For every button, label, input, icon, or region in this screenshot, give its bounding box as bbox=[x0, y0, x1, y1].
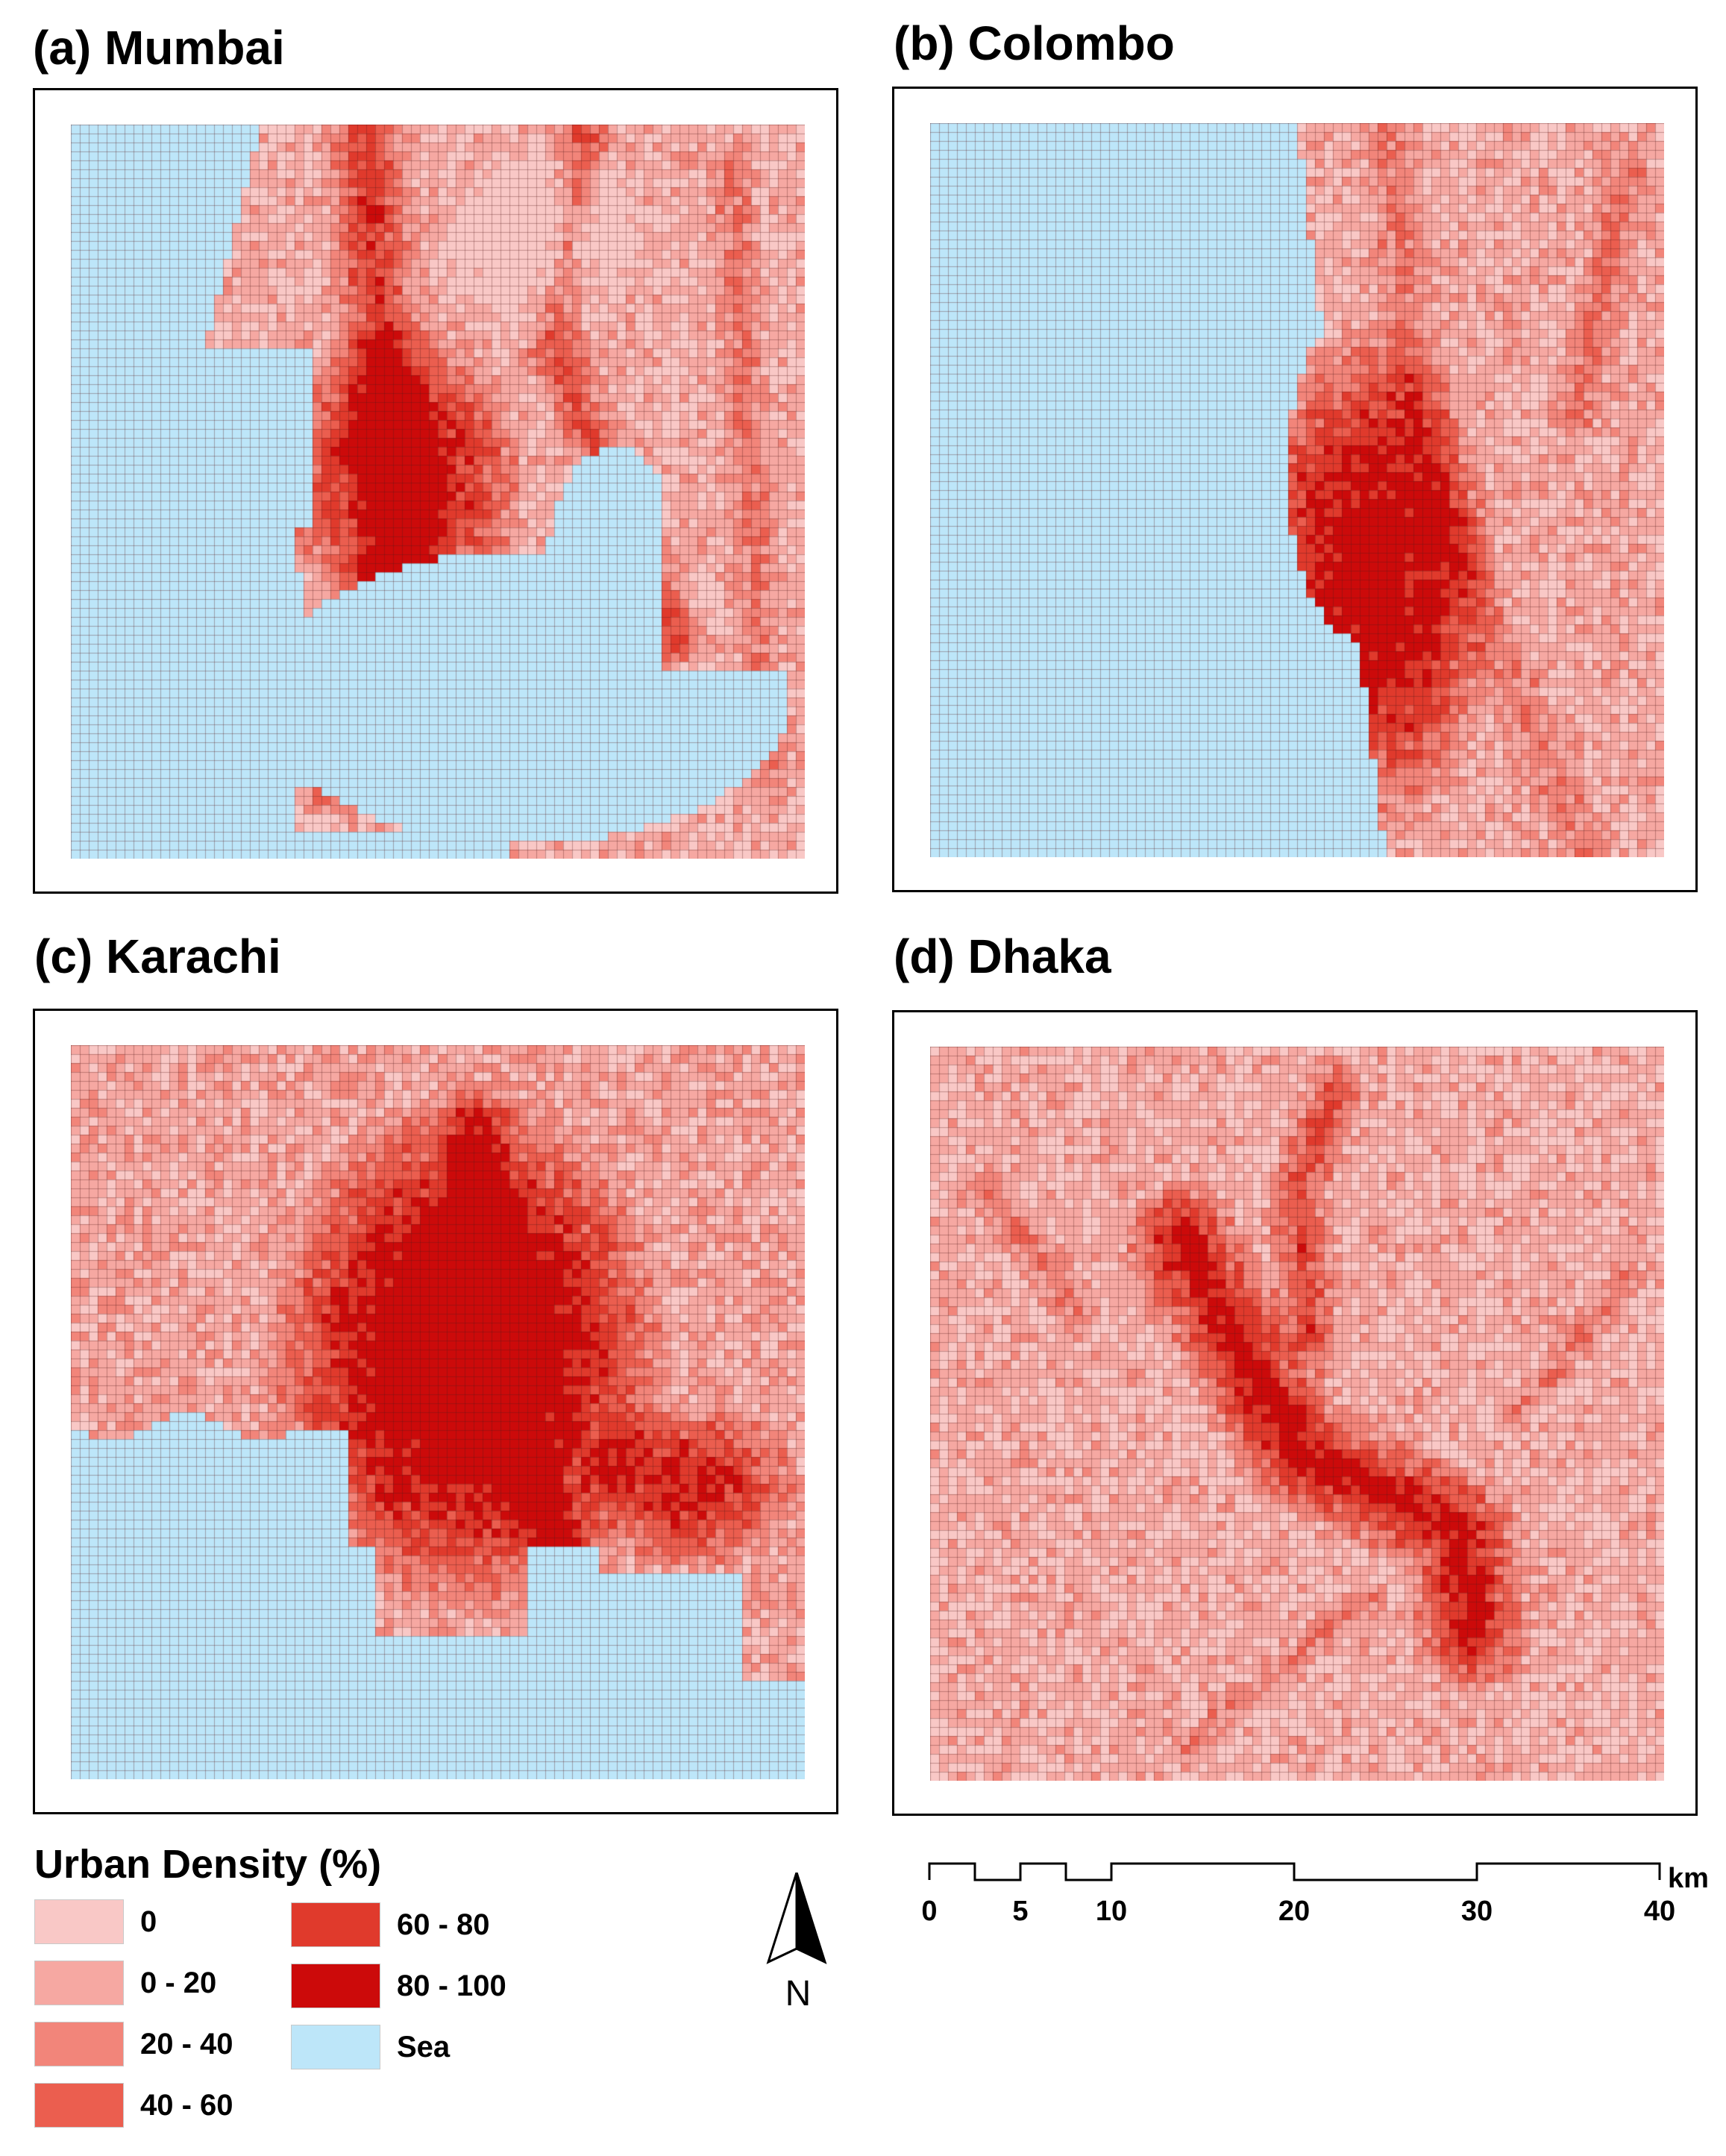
legend-label-20-40: 20 - 40 bbox=[140, 2028, 233, 2061]
map-frame-colombo bbox=[892, 87, 1698, 892]
scale-bar: 0 5 10 20 30 40 km bbox=[921, 1862, 1709, 1927]
panel-title-mumbai: (a) Mumbai bbox=[33, 21, 285, 75]
panel-title-karachi: (c) Karachi bbox=[34, 930, 281, 983]
scale-unit: km bbox=[1668, 1863, 1709, 1894]
north-arrow-label: N bbox=[785, 1974, 812, 2014]
scale-tick-10: 10 bbox=[1096, 1896, 1127, 1927]
legend-swatch-40-60 bbox=[34, 2083, 124, 2128]
map-dhaka bbox=[930, 1047, 1664, 1781]
map-frame-dhaka bbox=[892, 1010, 1698, 1816]
legend-swatch-60-80 bbox=[291, 1902, 380, 1947]
north-arrow-icon: N bbox=[766, 1873, 827, 2014]
legend-label-40-60: 40 - 60 bbox=[140, 2089, 233, 2122]
map-karachi bbox=[71, 1045, 805, 1779]
panel-title-dhaka: (d) Dhaka bbox=[894, 930, 1111, 983]
legend-swatch-20-40 bbox=[34, 2022, 124, 2066]
legend-swatch-0-20 bbox=[34, 1961, 124, 2005]
map-mumbai bbox=[71, 125, 805, 859]
map-colombo bbox=[930, 123, 1664, 857]
scale-tick-40: 40 bbox=[1644, 1896, 1675, 1927]
scale-tick-5: 5 bbox=[1012, 1896, 1028, 1927]
map-frame-mumbai bbox=[33, 88, 838, 894]
legend-swatch-80-100 bbox=[291, 1964, 380, 2008]
legend-label-80-100: 80 - 100 bbox=[397, 1969, 506, 2002]
scale-tick-30: 30 bbox=[1461, 1896, 1493, 1927]
map-frame-karachi bbox=[33, 1009, 838, 1814]
legend-swatch-0 bbox=[34, 1899, 124, 1944]
scale-tick-0: 0 bbox=[921, 1896, 937, 1927]
legend-swatch-sea bbox=[291, 2025, 380, 2069]
legend-title: Urban Density (%) bbox=[34, 1842, 382, 1887]
legend-label-60-80: 60 - 80 bbox=[397, 1908, 490, 1941]
scale-tick-20: 20 bbox=[1278, 1896, 1310, 1927]
panel-title-colombo: (b) Colombo bbox=[894, 16, 1175, 70]
scale-bar-line bbox=[928, 1862, 1661, 1881]
legend-label-0-20: 0 - 20 bbox=[140, 1967, 217, 1999]
legend-label-sea: Sea bbox=[397, 2031, 451, 2063]
legend-label-0: 0 bbox=[140, 1905, 157, 1938]
